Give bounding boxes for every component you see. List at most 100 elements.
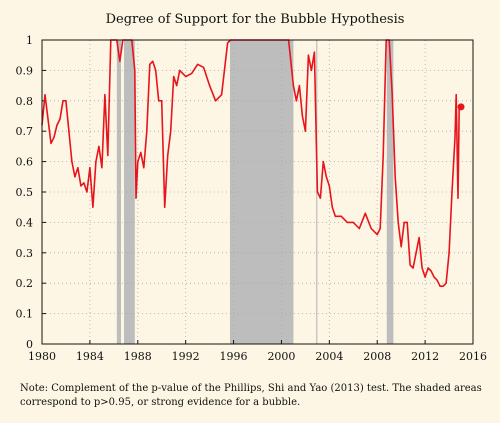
data-point [104,94,106,96]
last-point-marker [457,103,465,111]
data-point [436,279,438,281]
data-point [316,191,318,193]
data-point [307,54,309,56]
data-point [107,154,109,157]
plot-frame [41,39,474,345]
data-point [158,100,160,102]
data-point [394,176,396,178]
data-point [445,282,447,284]
data-point [451,191,453,193]
data-point [167,154,169,157]
data-point [173,75,175,78]
data-point [304,130,306,132]
data-point [430,270,432,272]
data-point [95,161,97,163]
data-point [134,69,136,71]
data-point [197,63,199,65]
data-point [418,237,420,239]
data-point [146,130,148,132]
data-point [53,136,55,138]
data-point [182,72,184,75]
data-point [448,252,450,254]
y-tick-label: 0.4 [16,216,34,229]
data-point [179,69,181,71]
data-point [379,227,381,230]
data-point [433,276,435,278]
data-point [328,185,330,187]
data-point [301,115,303,117]
data-point [71,161,73,163]
chart-title: Degree of Support for the Bubble Hypothe… [106,12,405,27]
shaded-period-1 [124,40,135,344]
y-tick-label: 0.9 [16,64,34,77]
x-tick-label: 2004 [315,350,343,363]
x-tick-label: 1980 [28,350,56,363]
data-point [56,124,58,126]
data-point [143,167,145,169]
data-point [292,85,295,87]
data-point [346,221,348,223]
data-point [65,100,67,102]
data-point [98,145,100,147]
data-point [50,142,52,144]
data-point [352,221,354,223]
data-point [44,94,46,96]
data-point [149,63,151,65]
data-point [203,66,205,68]
x-tick-label: 2016 [459,350,487,363]
y-tick-label: 0.5 [16,186,34,199]
x-tick-label: 1984 [76,350,104,363]
data-point [439,285,441,287]
data-point [427,267,429,269]
data-point [68,130,70,132]
data-point [77,167,79,169]
x-tick-label: 1992 [172,350,200,363]
data-point [313,51,315,53]
y-tick-label: 0.1 [16,308,34,321]
data-point [409,264,411,266]
data-point [170,130,172,132]
y-tick-label: 0.8 [16,95,34,108]
data-point [135,197,137,199]
data-point [412,267,414,269]
data-point [101,167,103,169]
y-tick-label: 0.6 [16,156,34,169]
data-point [214,100,217,102]
data-point [457,197,459,199]
data-point [421,267,423,269]
data-point [340,215,342,217]
data-point [59,118,61,120]
data-point [185,75,187,78]
data-point [382,154,384,157]
data-point [152,60,154,62]
data-point [415,252,417,254]
data-point [226,42,229,44]
data-point [319,197,321,199]
y-tick-label: 0.2 [16,277,34,290]
data-point [137,161,139,163]
data-point [164,206,166,208]
data-point [331,206,333,208]
data-point [161,100,163,102]
data-point [442,285,444,287]
x-tick-label: 1988 [124,350,152,363]
data-point [334,215,336,217]
data-point [209,85,211,87]
data-point [80,185,82,187]
data-point [83,182,85,184]
y-tick-label: 0 [26,338,33,351]
data-point [155,69,157,71]
data-point [403,221,405,223]
data-point [400,246,402,248]
shaded-period-2 [229,40,294,344]
data-point [220,94,223,96]
data-point [62,100,64,102]
y-tick-label: 0.3 [16,247,34,260]
data-point [47,118,49,120]
data-point [364,212,366,214]
data-point [391,94,393,96]
data-point [92,206,94,208]
x-tick-label: 2012 [411,350,439,363]
x-tick-label: 2000 [267,350,295,363]
